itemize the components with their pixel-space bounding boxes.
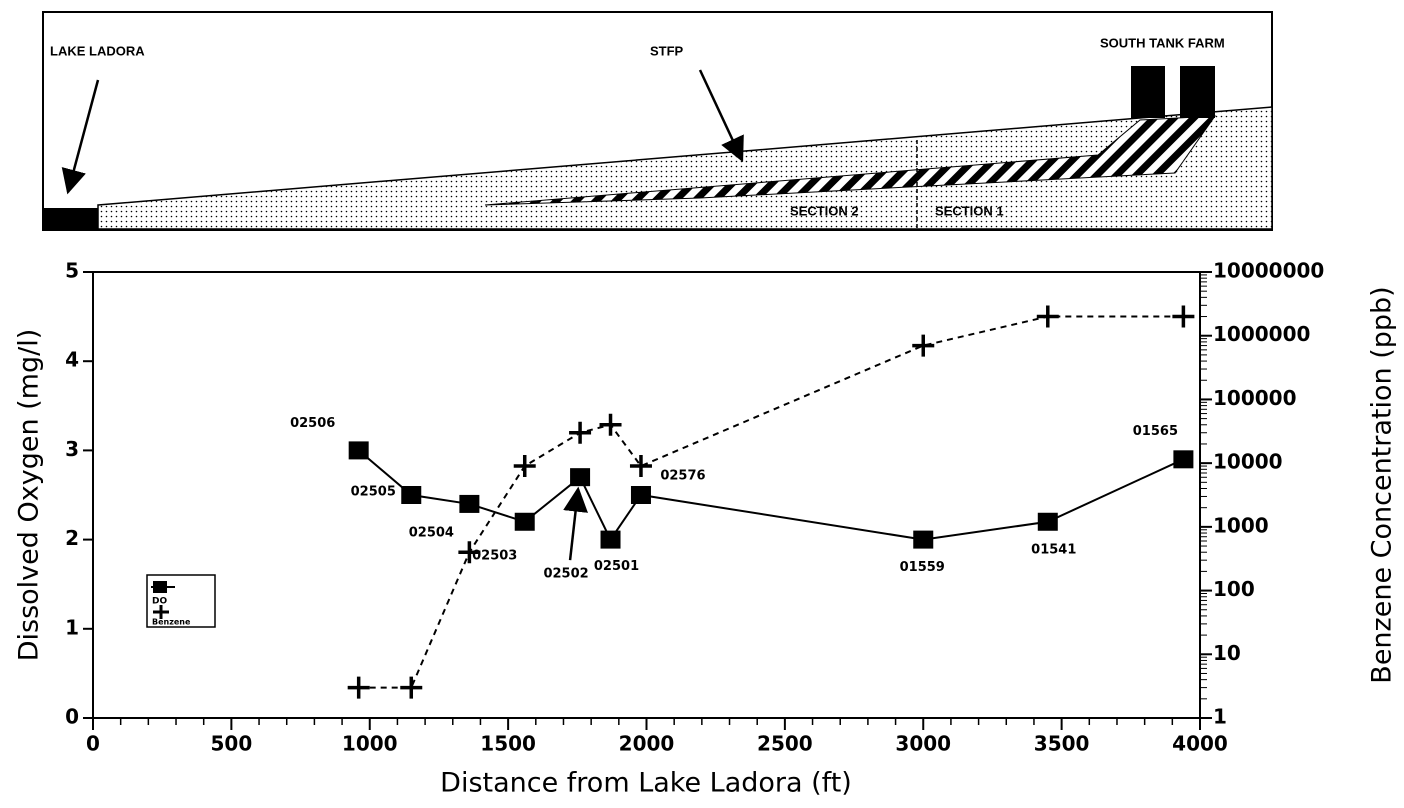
point-label: 01559: [900, 560, 945, 575]
x-tick-label: 500: [211, 732, 253, 756]
benzene-marker: [912, 334, 935, 357]
y2-tick-label: 10000: [1213, 450, 1283, 474]
x-tick-label: 2000: [619, 732, 675, 756]
point-label: 02503: [472, 548, 517, 563]
chart: Distance from Lake Ladora (ft) Dissolved…: [14, 259, 1398, 799]
arrow: [61, 79, 100, 195]
benzene-marker: [1172, 305, 1195, 328]
y-axis-title: Dissolved Oxygen (mg/l): [14, 329, 45, 662]
do-marker: [570, 468, 591, 487]
point-label: 01541: [1031, 542, 1076, 557]
y2-tick-label: 100000: [1213, 386, 1297, 410]
y2-axis-title: Benzene Concentration (ppb): [1367, 286, 1398, 683]
point-label: 02506: [290, 416, 335, 431]
do-marker: [401, 486, 422, 504]
do-marker: [1173, 450, 1194, 469]
tank: [1131, 66, 1165, 118]
tank: [1180, 66, 1215, 118]
diagram-label: SECTION 2: [790, 203, 859, 218]
series-line: [358, 449, 1184, 542]
x-tick-label: 1500: [480, 732, 536, 756]
do-marker: [459, 494, 480, 513]
arrow: [698, 69, 744, 163]
x-tick-label: 3000: [895, 732, 951, 756]
benzene-marker: [629, 455, 652, 478]
benzene-marker: [400, 676, 423, 699]
x-tick-label: 3500: [1034, 732, 1090, 756]
do-marker: [630, 486, 651, 504]
point-label: 02502: [543, 567, 588, 582]
x-tick-label: 0: [86, 732, 100, 756]
point-label: 01565: [1133, 424, 1178, 439]
y-tick-label: 5: [65, 259, 79, 283]
y-tick-label: 4: [65, 348, 79, 372]
point-label: 02504: [409, 525, 454, 540]
x-tick-label: 1000: [342, 732, 398, 756]
site-diagram: LAKE LADORA STFP SOUTH TANK FARM SECTION…: [42, 11, 1273, 231]
do-marker: [348, 441, 369, 460]
do-marker: [514, 512, 535, 531]
legend-box: [146, 574, 216, 628]
label-arrow: [563, 486, 588, 561]
point-label: 02505: [351, 485, 396, 500]
diagram-label: LAKE LADORA: [50, 43, 145, 58]
benzene-marker: [599, 413, 622, 436]
benzene-marker: [347, 676, 370, 699]
legend-marker: [153, 605, 169, 619]
legend-marker: [153, 581, 167, 593]
benzene-marker: [458, 541, 481, 564]
x-axis-title: Distance from Lake Ladora (ft): [440, 768, 852, 799]
diagram-label: STFP: [650, 43, 684, 58]
y2-tick-label: 10000000: [1213, 259, 1324, 283]
do-marker: [913, 530, 934, 549]
diagram-label: SOUTH TANK FARM: [1100, 35, 1225, 50]
y-tick-label: 1: [65, 615, 79, 639]
y-tick-label: 0: [65, 705, 79, 729]
series-line: [358, 315, 1184, 689]
y2-tick-label: 1: [1213, 705, 1227, 729]
lake: [44, 208, 98, 229]
legend-label: Benzene: [152, 618, 191, 627]
y2-tick-label: 10: [1213, 641, 1241, 665]
x-tick-label: 4000: [1172, 732, 1228, 756]
y-tick-label: 2: [65, 526, 79, 550]
benzene-marker: [569, 421, 592, 444]
diagram-label: SECTION 1: [935, 203, 1004, 218]
point-label: 02576: [660, 469, 705, 484]
benzene-marker: [1036, 305, 1059, 328]
y2-tick-label: 1000: [1213, 513, 1269, 537]
do-marker: [1037, 512, 1058, 531]
y2-tick-label: 100: [1213, 577, 1255, 601]
y-tick-label: 3: [65, 437, 79, 461]
y2-tick-label: 1000000: [1213, 322, 1310, 346]
point-label: 02501: [594, 559, 639, 574]
x-tick-label: 2500: [757, 732, 813, 756]
benzene-marker: [513, 455, 536, 478]
do-marker: [600, 530, 621, 549]
legend-label: DO: [152, 597, 167, 607]
